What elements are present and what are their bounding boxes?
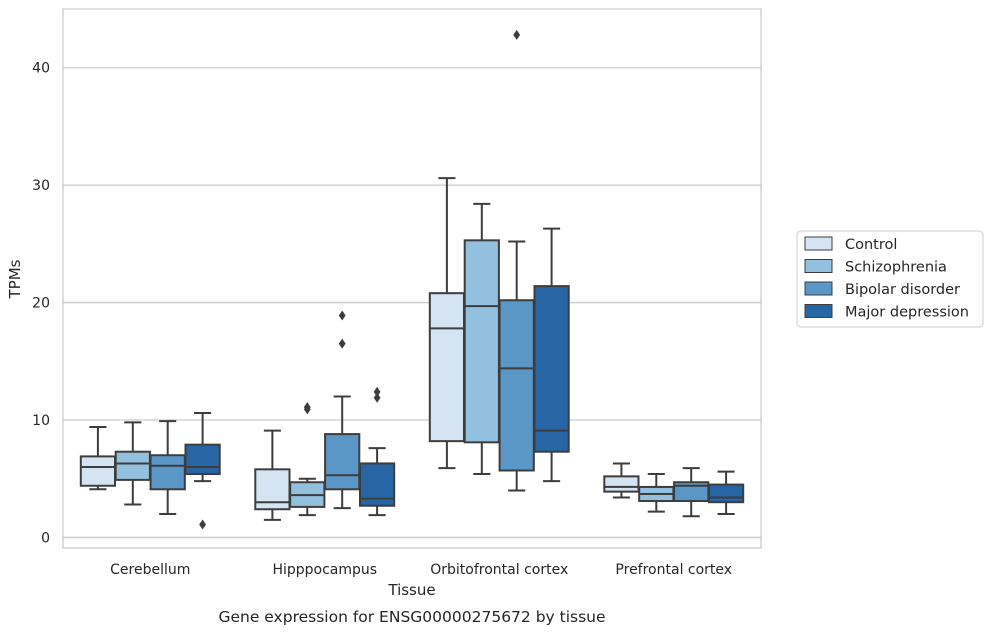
box-major-depression — [707, 470, 745, 515]
iqr-box — [603, 475, 640, 493]
y-axis-ticks: 0 10 20 30 40 — [32, 61, 50, 547]
outlier-point — [303, 402, 311, 413]
box-bipolar-disorder — [324, 310, 361, 510]
box-major-depression — [184, 411, 221, 530]
legend-label: Schizophrenia — [845, 260, 947, 276]
box-control — [428, 177, 466, 470]
legend-label: Bipolar disorder — [845, 282, 960, 298]
iqr-box — [184, 443, 221, 476]
iqr-box — [707, 483, 745, 504]
iqr-box — [428, 292, 466, 443]
iqr-box — [324, 433, 361, 491]
box-control — [603, 462, 640, 499]
legend-swatch — [804, 304, 833, 318]
x-axis-title: Tissue — [387, 581, 435, 599]
outlier-point — [199, 519, 206, 530]
box-schizophrenia — [638, 473, 675, 513]
legend-swatch — [804, 236, 833, 251]
legend-label: Control — [845, 237, 897, 253]
outlier-point — [338, 310, 346, 321]
y-tick-label: 0 — [41, 530, 50, 546]
iqr-box — [114, 450, 151, 481]
box-major-depression — [533, 227, 570, 483]
y-axis-title: TPMs — [6, 259, 24, 299]
box-schizophrenia — [289, 402, 326, 517]
x-tick-label: Hipppocampus — [272, 562, 377, 578]
outlier-point — [513, 29, 521, 40]
plot-area-frame — [62, 8, 762, 549]
legend-label: Major depression — [845, 305, 969, 321]
legend-frame — [796, 230, 984, 328]
legend-swatch — [804, 281, 833, 296]
box-bipolar-disorder — [498, 29, 535, 492]
outlier-point — [373, 392, 381, 403]
box-bipolar-disorder — [673, 467, 710, 518]
y-tick-label: 20 — [32, 296, 50, 312]
outlier-point — [338, 338, 346, 349]
iqr-box — [533, 285, 570, 453]
chart-caption: Gene expression for ENSG00000275672 by t… — [218, 608, 605, 626]
legend-swatch — [804, 259, 833, 273]
x-tick-label: Prefrontal cortex — [615, 562, 732, 578]
iqr-box — [149, 454, 186, 491]
box-major-depression — [358, 386, 396, 517]
iqr-box — [254, 468, 291, 511]
iqr-box — [498, 299, 535, 472]
y-tick-label: 30 — [32, 178, 50, 194]
box-schizophrenia — [463, 202, 500, 476]
legend: Control Schizophrenia Bipolar disorder Majo… — [796, 230, 984, 328]
iqr-box — [463, 239, 500, 444]
x-tick-label: Orbitofrontal cortex — [430, 562, 568, 578]
box-bipolar-disorder — [149, 420, 186, 515]
box-control — [254, 429, 291, 521]
box-schizophrenia — [114, 421, 151, 506]
y-tick-label: 10 — [32, 413, 50, 429]
x-axis-ticks: Cerebellum Hipppocampus Orbitofrontal cort… — [110, 562, 732, 578]
y-tick-label: 40 — [32, 61, 50, 77]
gridlines — [63, 67, 761, 539]
iqr-box — [79, 455, 117, 487]
box-control — [79, 426, 117, 491]
boxes — [79, 29, 745, 530]
outlier-point — [373, 386, 381, 397]
x-tick-label: Cerebellum — [110, 562, 190, 578]
